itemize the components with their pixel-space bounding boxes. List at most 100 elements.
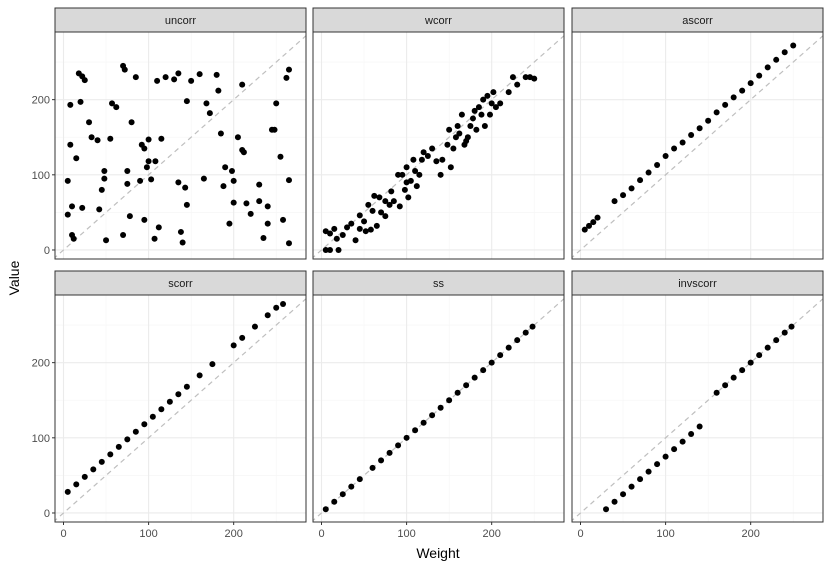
data-point	[94, 137, 101, 144]
data-point	[471, 107, 478, 114]
panel-border	[571, 31, 824, 260]
data-point	[331, 225, 338, 232]
data-point	[251, 323, 258, 330]
data-point	[469, 115, 476, 122]
data-point	[356, 225, 363, 232]
data-point	[280, 301, 287, 308]
data-point	[369, 207, 376, 214]
data-point	[126, 213, 133, 220]
identity-reference-line	[313, 34, 564, 259]
data-point	[256, 198, 263, 205]
data-point	[264, 220, 271, 227]
data-point	[463, 382, 470, 389]
data-point	[603, 506, 610, 513]
data-point	[148, 176, 155, 183]
data-point	[215, 87, 222, 94]
data-point	[378, 209, 385, 216]
data-point	[594, 214, 601, 221]
data-point	[151, 235, 158, 242]
data-point	[145, 158, 152, 165]
data-point	[73, 155, 80, 162]
data-point	[143, 164, 150, 171]
data-point	[322, 246, 329, 253]
data-point	[234, 134, 241, 141]
data-point	[177, 228, 184, 235]
data-point	[175, 70, 182, 77]
data-point	[285, 177, 292, 184]
data-point	[226, 220, 233, 227]
data-point	[450, 145, 457, 152]
data-point	[446, 397, 453, 404]
panel-plot-area	[55, 34, 306, 259]
data-point	[141, 421, 148, 428]
data-point	[747, 80, 754, 87]
data-point	[788, 323, 795, 330]
data-point	[620, 192, 627, 199]
data-point	[688, 431, 695, 438]
facet-strip-label: ascorr	[682, 15, 713, 27]
data-point	[145, 136, 152, 143]
panel-background	[572, 295, 823, 522]
identity-reference-line	[572, 34, 823, 259]
data-point	[183, 98, 190, 105]
data-point	[679, 139, 686, 146]
panel-plot-area	[55, 297, 306, 522]
facet-strip-label: uncorr	[165, 15, 197, 27]
data-point	[124, 168, 131, 175]
data-point	[362, 228, 369, 235]
y-tick-label: 100	[32, 433, 50, 445]
data-point	[437, 171, 444, 178]
data-point	[679, 438, 686, 445]
x-tick-label: 0	[318, 528, 324, 540]
y-tick-label: 200	[32, 95, 50, 107]
data-point	[175, 391, 182, 398]
facet-strip	[54, 7, 307, 33]
facet-panel-ascorr: ascorr	[571, 7, 824, 260]
data-point	[454, 389, 461, 396]
facet-strip-label: scorr	[168, 278, 193, 290]
data-point	[671, 145, 678, 152]
data-point	[67, 141, 74, 148]
data-point	[158, 406, 165, 413]
data-point	[285, 240, 292, 247]
y-tick-label: 0	[44, 508, 50, 520]
x-tick-label: 200	[741, 528, 759, 540]
data-point	[247, 210, 254, 217]
data-point	[611, 198, 618, 205]
data-point	[386, 449, 393, 456]
data-point	[399, 171, 406, 178]
data-point	[327, 246, 334, 253]
facet-strip-label: wcorr	[424, 15, 452, 27]
data-point	[509, 74, 516, 81]
data-point	[590, 219, 597, 226]
x-tick-label: 0	[577, 528, 583, 540]
data-point	[645, 169, 652, 176]
data-point	[581, 226, 588, 233]
data-point	[64, 177, 71, 184]
data-point	[390, 198, 397, 205]
data-point	[586, 222, 593, 229]
data-point	[407, 177, 414, 184]
data-point	[401, 186, 408, 193]
x-tick-label: 100	[656, 528, 674, 540]
data-point	[433, 158, 440, 165]
data-point	[620, 491, 627, 498]
data-point	[107, 135, 114, 142]
data-point	[67, 101, 74, 108]
data-point	[70, 235, 77, 242]
data-point	[416, 171, 423, 178]
data-point	[475, 104, 482, 111]
data-point	[109, 100, 116, 107]
data-point	[522, 329, 529, 336]
data-point	[781, 49, 788, 56]
data-point	[188, 77, 195, 84]
data-point	[213, 71, 220, 78]
data-point	[486, 111, 493, 118]
facet-panel-scorr: scorr 0 100 200 0 100 200	[32, 270, 307, 540]
data-point	[420, 149, 427, 156]
data-point	[420, 419, 427, 426]
data-point	[132, 74, 139, 81]
data-point	[77, 98, 84, 105]
data-point	[790, 42, 797, 49]
